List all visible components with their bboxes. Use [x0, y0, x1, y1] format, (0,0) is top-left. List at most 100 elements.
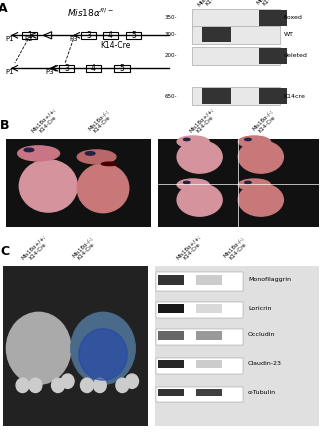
FancyBboxPatch shape [156, 272, 243, 291]
FancyBboxPatch shape [196, 389, 222, 396]
Text: Mis18α-/-;
K14-Cre: Mis18α-/-; K14-Cre [251, 109, 278, 136]
Text: 200-: 200- [165, 53, 177, 59]
FancyBboxPatch shape [6, 139, 151, 227]
Text: floxed: floxed [284, 15, 303, 21]
FancyBboxPatch shape [192, 47, 280, 65]
Text: Mis18α+/+;
K14-Cre: Mis18α+/+; K14-Cre [196, 0, 229, 11]
Text: K14cre: K14cre [284, 93, 306, 99]
FancyBboxPatch shape [156, 358, 243, 374]
FancyBboxPatch shape [202, 89, 231, 104]
Ellipse shape [245, 138, 251, 141]
Ellipse shape [16, 378, 29, 392]
Text: Occludin: Occludin [248, 333, 275, 337]
Ellipse shape [101, 162, 118, 165]
FancyBboxPatch shape [59, 65, 74, 72]
Ellipse shape [77, 164, 129, 213]
Ellipse shape [177, 136, 209, 148]
FancyBboxPatch shape [196, 275, 222, 285]
Ellipse shape [24, 148, 34, 152]
Ellipse shape [238, 141, 283, 173]
Ellipse shape [80, 378, 93, 392]
FancyBboxPatch shape [158, 360, 184, 368]
Text: $Mis18\alpha^{fl/-}$: $Mis18\alpha^{fl/-}$ [67, 7, 114, 19]
FancyBboxPatch shape [158, 331, 184, 340]
Text: Mis18α-/-;
K14-Cre: Mis18α-/-; K14-Cre [71, 236, 98, 263]
Ellipse shape [29, 378, 42, 392]
Ellipse shape [126, 374, 138, 388]
FancyBboxPatch shape [158, 304, 184, 313]
FancyBboxPatch shape [22, 32, 37, 39]
FancyBboxPatch shape [259, 48, 287, 64]
FancyBboxPatch shape [156, 329, 243, 345]
Ellipse shape [6, 312, 71, 384]
Ellipse shape [238, 184, 283, 216]
Ellipse shape [85, 152, 95, 155]
Text: 3: 3 [86, 31, 91, 40]
Text: 5: 5 [131, 31, 136, 40]
Ellipse shape [52, 378, 64, 392]
FancyBboxPatch shape [3, 266, 148, 426]
Ellipse shape [177, 184, 222, 216]
Ellipse shape [18, 146, 60, 161]
Text: Loricrin: Loricrin [248, 306, 271, 311]
Ellipse shape [177, 141, 222, 173]
Text: Mis18α+/+;
K14-Cre: Mis18α+/+; K14-Cre [21, 234, 52, 265]
Text: Mis18α-/-;
K14-Cre: Mis18α-/-; K14-Cre [87, 109, 114, 136]
Ellipse shape [71, 312, 135, 384]
Ellipse shape [77, 150, 116, 164]
FancyBboxPatch shape [114, 65, 129, 72]
Text: P2: P2 [24, 37, 33, 42]
Ellipse shape [245, 181, 251, 184]
Text: Mis18α-/-;
K14-Cre: Mis18α-/-; K14-Cre [255, 0, 283, 9]
Text: 350-: 350- [165, 15, 177, 21]
Text: P1: P1 [5, 69, 14, 76]
FancyBboxPatch shape [202, 27, 231, 42]
Text: Mis18α+/+;
K14-Cre: Mis18α+/+; K14-Cre [188, 107, 219, 138]
Ellipse shape [93, 378, 106, 392]
Text: P3: P3 [69, 37, 78, 42]
FancyBboxPatch shape [158, 275, 184, 285]
Text: 3: 3 [64, 64, 69, 73]
Text: K14-Cre: K14-Cre [100, 41, 130, 50]
Text: 300-: 300- [165, 32, 177, 37]
FancyBboxPatch shape [192, 87, 280, 105]
Text: P3: P3 [46, 69, 54, 76]
Text: 650-: 650- [165, 93, 177, 99]
Text: Claudin-23: Claudin-23 [248, 361, 282, 366]
Ellipse shape [238, 136, 270, 148]
Text: B: B [0, 118, 10, 131]
FancyBboxPatch shape [81, 32, 96, 39]
Text: 4: 4 [108, 31, 113, 40]
FancyBboxPatch shape [259, 10, 287, 25]
Text: P1: P1 [5, 37, 14, 42]
Text: Mis18α+/+;
K14-Cre: Mis18α+/+; K14-Cre [175, 234, 206, 265]
FancyBboxPatch shape [156, 302, 243, 318]
Text: A: A [0, 2, 8, 15]
FancyBboxPatch shape [86, 65, 101, 72]
Ellipse shape [116, 378, 129, 392]
Text: C: C [0, 245, 9, 258]
FancyBboxPatch shape [103, 32, 118, 39]
Ellipse shape [61, 374, 74, 388]
Text: 1: 1 [27, 31, 32, 40]
Text: Mis18α+/+;
K14-Cre: Mis18α+/+; K14-Cre [30, 107, 61, 138]
Text: deleted: deleted [284, 53, 308, 59]
FancyBboxPatch shape [158, 139, 319, 227]
Text: Mis18α-/-;
K14-Cre: Mis18α-/-; K14-Cre [222, 236, 249, 263]
Text: WT: WT [284, 32, 294, 37]
Ellipse shape [177, 179, 209, 190]
FancyBboxPatch shape [158, 389, 184, 396]
Ellipse shape [184, 181, 190, 184]
FancyBboxPatch shape [192, 9, 280, 27]
Ellipse shape [19, 160, 77, 212]
Text: Monofilaggrin: Monofilaggrin [248, 277, 291, 282]
Ellipse shape [238, 179, 270, 190]
FancyBboxPatch shape [259, 89, 287, 104]
FancyBboxPatch shape [192, 25, 280, 44]
Ellipse shape [184, 138, 190, 141]
Text: 5: 5 [119, 64, 124, 73]
FancyBboxPatch shape [196, 360, 222, 368]
Text: 4: 4 [91, 64, 96, 73]
Ellipse shape [79, 329, 127, 380]
FancyBboxPatch shape [155, 266, 319, 426]
